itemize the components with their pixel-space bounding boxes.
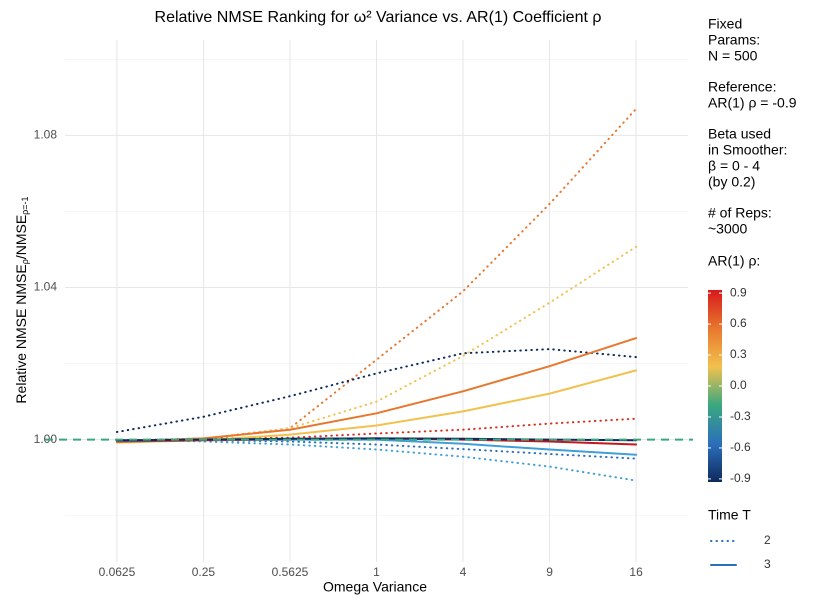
note-text: in Smoother: [708, 142, 787, 158]
chart-title: Relative NMSE Ranking for ω² Variance vs… [155, 9, 602, 26]
legend-label: 2 [764, 533, 771, 547]
colorbar-label: 0.3 [730, 347, 747, 361]
colorbar [708, 290, 722, 482]
colorbar-label: 0.9 [730, 285, 747, 299]
x-tick-label: 0.25 [192, 565, 216, 579]
x-tick-label: 0.5625 [272, 565, 309, 579]
y-label-text: Relative NMSE [13, 305, 29, 404]
y-label-num-sub: ρ [20, 259, 30, 264]
colorbar-label: 0.0 [730, 378, 747, 392]
y-label-num: NMSE [13, 264, 29, 304]
series-line [115, 438, 638, 460]
series-line [115, 245, 638, 443]
y-label-den: /NMSE [13, 215, 29, 259]
colorbar-label: -0.3 [730, 409, 751, 423]
note-text: Beta used [708, 126, 771, 142]
series-line [115, 348, 638, 433]
note-text: Params: [708, 32, 760, 48]
series-line [115, 438, 638, 482]
x-tick-label: 0.0625 [99, 565, 136, 579]
note-text: Fixed [708, 16, 742, 32]
note-text: β = 0 - 4 [708, 158, 760, 174]
colorbar-label: -0.6 [730, 440, 751, 454]
note-text: N = 500 [708, 48, 758, 64]
y-tick-label: 1.04 [34, 280, 58, 294]
colorbar-label: -0.9 [730, 471, 751, 485]
note-text: ~3000 [708, 221, 748, 237]
x-tick-label: 1 [373, 565, 380, 579]
colorbar-title: AR(1) ρ: [708, 253, 760, 269]
legend-title: Time T [708, 507, 751, 523]
note-text: (by 0.2) [708, 174, 755, 190]
x-tick-label: 4 [460, 565, 467, 579]
x-tick-label: 9 [546, 565, 553, 579]
x-tick-label: 16 [629, 565, 643, 579]
y-label-den-sub: ρ=-1 [20, 196, 30, 214]
y-axis-label: Relative NMSE NMSEρ/NMSEρ=-1 [13, 196, 31, 403]
legend-label: 3 [764, 557, 771, 571]
series-line [115, 337, 638, 443]
y-tick-label: 1.08 [34, 128, 58, 142]
note-text: AR(1) ρ = -0.9 [708, 95, 797, 111]
note-text: # of Reps: [708, 205, 772, 221]
note-text: Reference: [708, 79, 776, 95]
x-axis-label: Omega Variance [323, 579, 427, 595]
series-line [115, 417, 638, 442]
series-line [115, 107, 638, 443]
colorbar-label: 0.6 [730, 316, 747, 330]
